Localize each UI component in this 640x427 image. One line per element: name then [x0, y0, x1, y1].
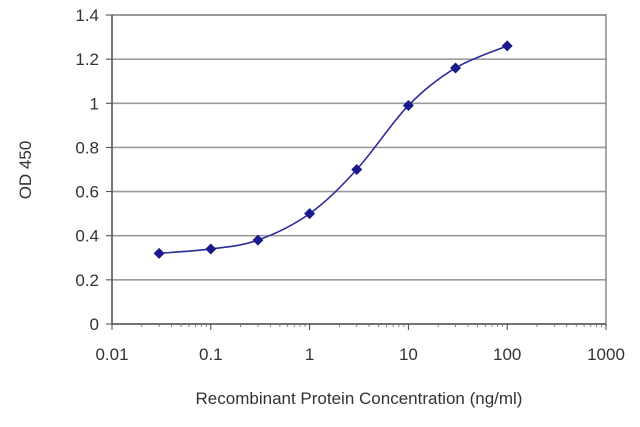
- y-tick-label: 0.6: [75, 183, 99, 202]
- data-point: [450, 62, 462, 74]
- x-tick-label: 10: [399, 345, 418, 364]
- y-tick-label: 1.4: [75, 6, 99, 25]
- series-line: [159, 45, 508, 255]
- x-tick-label: 1: [305, 345, 314, 364]
- y-tick-labels: 0 0.2 0.4 0.6 0.8 1 1.2 1.4: [75, 6, 99, 334]
- series: [153, 40, 513, 259]
- x-tick-label: 0.01: [95, 345, 128, 364]
- data-point: [205, 243, 217, 255]
- x-tick-label: 0.1: [199, 345, 223, 364]
- data-point: [501, 40, 513, 52]
- data-point: [351, 164, 363, 175]
- data-point: [402, 99, 414, 111]
- y-tick-label: 0: [90, 315, 99, 334]
- y-tick-label: 0.8: [75, 138, 99, 157]
- data-point: [304, 208, 316, 220]
- y-tick-label: 1: [90, 94, 99, 113]
- axes: [106, 14, 607, 330]
- x-tick-labels: 0.01 0.1 1 10 100 1000: [95, 345, 624, 364]
- data-point: [153, 247, 165, 259]
- x-tick-label: 100: [493, 345, 521, 364]
- y-tick-label: 1.2: [75, 50, 99, 69]
- data-point: [252, 234, 264, 246]
- y-tick-label: 0.4: [75, 227, 99, 246]
- x-axis-title: Recombinant Protein Concentration (ng/ml…: [196, 389, 523, 408]
- x-tick-label: 1000: [587, 345, 625, 364]
- y-axis-title: OD 450: [16, 141, 35, 200]
- y-tick-label: 0.2: [75, 271, 99, 290]
